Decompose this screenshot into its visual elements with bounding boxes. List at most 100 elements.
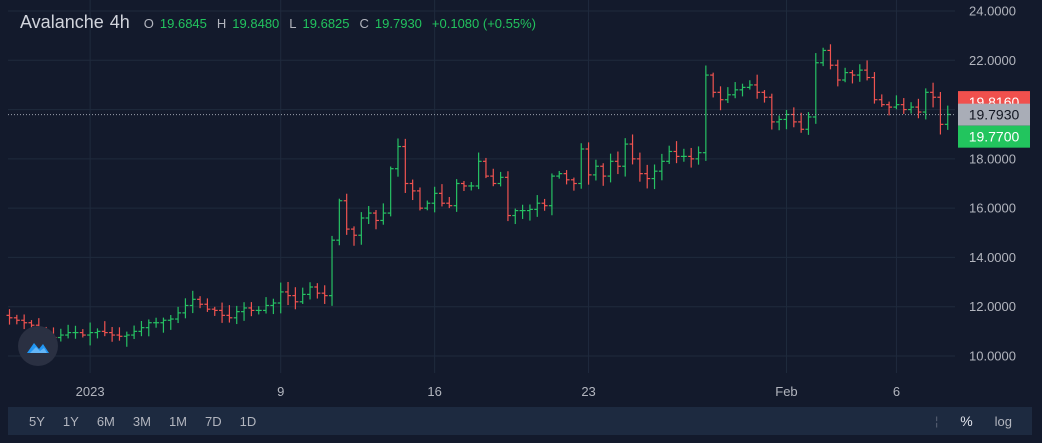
ohlc-bar xyxy=(519,204,526,219)
ohlc-bar xyxy=(321,285,328,304)
ohlc-bar xyxy=(570,177,577,191)
y-tick-label: 24.0000 xyxy=(969,4,1016,19)
low-price-badge: 19.7700 xyxy=(958,125,1030,148)
ohlc-bar xyxy=(541,198,548,211)
scale-toggles: ¦ % log xyxy=(935,413,1032,429)
toolbar-divider: ¦ xyxy=(935,414,939,428)
ohlc-bar xyxy=(299,287,306,304)
svg-text:19.7700: 19.7700 xyxy=(969,129,1020,145)
x-tick-label: 6 xyxy=(893,384,900,399)
timeframe-label[interactable]: 4h xyxy=(109,12,130,32)
ohlc-bar xyxy=(211,306,218,316)
ohlc-bar xyxy=(438,184,445,207)
tradingview-cloud-icon[interactable] xyxy=(18,326,58,366)
ohlc-bar xyxy=(145,319,152,337)
ohlc-bar xyxy=(658,153,665,181)
ohlc-bar xyxy=(842,67,849,83)
ohlc-bar xyxy=(607,153,614,183)
high-value: 19.8480 xyxy=(232,16,280,31)
open-label: O xyxy=(143,16,154,31)
ohlc-bar xyxy=(666,145,673,164)
ohlc-bar xyxy=(930,82,937,108)
ohlc-bar xyxy=(871,72,878,104)
range-5y-button[interactable]: 5Y xyxy=(29,413,45,429)
ohlc-bar xyxy=(798,112,805,133)
ohlc-bar xyxy=(241,302,248,321)
ohlc-bar xyxy=(629,134,636,165)
ohlc-bar xyxy=(878,94,885,107)
ohlc-bar xyxy=(915,98,922,119)
close-label: C xyxy=(359,16,369,31)
ohlc-bar xyxy=(270,298,277,315)
ohlc-bar xyxy=(57,328,64,342)
ohlc-bar xyxy=(72,325,79,339)
ohlc-bar xyxy=(13,314,20,325)
ohlc-bar xyxy=(900,98,907,114)
ohlc-bar xyxy=(636,152,643,182)
close-value: 19.7930 xyxy=(374,16,422,31)
ohlc-bar xyxy=(820,47,827,67)
ohlc-bar xyxy=(651,164,658,190)
ohlc-bar xyxy=(776,115,783,131)
change-value: +0.1080 (+0.55%) xyxy=(431,16,536,31)
range-7d-button[interactable]: 7D xyxy=(205,413,222,429)
y-tick-label: 12.0000 xyxy=(969,299,1016,314)
ohlc-bar xyxy=(167,315,174,330)
ohlc-bar xyxy=(365,206,372,225)
y-tick-label: 16.0000 xyxy=(969,201,1016,216)
ohlc-bar xyxy=(768,93,775,130)
y-tick-label: 14.0000 xyxy=(969,250,1016,265)
ohlc-bar xyxy=(710,72,717,98)
x-tick-label: 23 xyxy=(581,384,595,399)
ohlc-bar xyxy=(548,173,555,216)
ohlc-bar xyxy=(673,141,680,164)
range-3m-button[interactable]: 3M xyxy=(132,413,151,429)
range-1m-button[interactable]: 1M xyxy=(168,413,187,429)
x-tick-label: 2023 xyxy=(76,384,105,399)
symbol-name[interactable]: Avalanche xyxy=(20,12,104,32)
ohlc-bar xyxy=(526,204,533,221)
ohlc-bar xyxy=(614,151,621,175)
ohlc-bars xyxy=(6,44,951,347)
percent-scale-button[interactable]: % xyxy=(960,413,973,429)
range-1y-button[interactable]: 1Y xyxy=(62,413,79,429)
ohlc-bar xyxy=(101,321,108,337)
ohlc-bar xyxy=(358,212,365,245)
ohlc-bar xyxy=(138,320,145,337)
ohlc-bar xyxy=(79,329,86,338)
ohlc-bar xyxy=(123,331,130,347)
ohlc-bar xyxy=(886,101,893,116)
ohlc-bar xyxy=(314,283,321,299)
log-scale-button[interactable]: log xyxy=(994,413,1012,429)
ohlc-bar xyxy=(453,179,460,212)
ohlc-bar xyxy=(336,198,343,246)
ohlc-bar xyxy=(373,210,379,230)
ohlc-bar xyxy=(65,324,72,339)
x-tick-label: 9 xyxy=(277,384,284,399)
ohlc-bar xyxy=(702,65,709,161)
high-label: H xyxy=(216,16,227,31)
ohlc-bar xyxy=(893,95,900,110)
ohlc-bar xyxy=(563,170,570,185)
ohlc-bar xyxy=(783,109,790,130)
ohlc-bar xyxy=(387,166,394,217)
ohlc-bar xyxy=(761,90,768,103)
x-tick-label: 16 xyxy=(427,384,441,399)
ohlc-bar xyxy=(285,281,292,306)
ohlc-bar xyxy=(153,317,160,328)
ohlc-bar xyxy=(160,317,167,333)
ohlc-bar xyxy=(497,171,504,187)
range-6m-button[interactable]: 6M xyxy=(96,413,115,429)
cloud-logo-icon xyxy=(27,343,49,353)
ohlc-bar xyxy=(116,327,123,341)
ohlc-bar xyxy=(585,142,592,185)
range-1d-button[interactable]: 1D xyxy=(239,413,257,429)
ohlc-bar xyxy=(864,60,871,81)
ohlc-bar xyxy=(592,159,599,181)
ohlc-bar xyxy=(600,163,607,186)
ohlc-bar xyxy=(688,147,695,168)
ohlc-bar xyxy=(175,306,182,324)
ohlc-bar xyxy=(490,168,497,187)
